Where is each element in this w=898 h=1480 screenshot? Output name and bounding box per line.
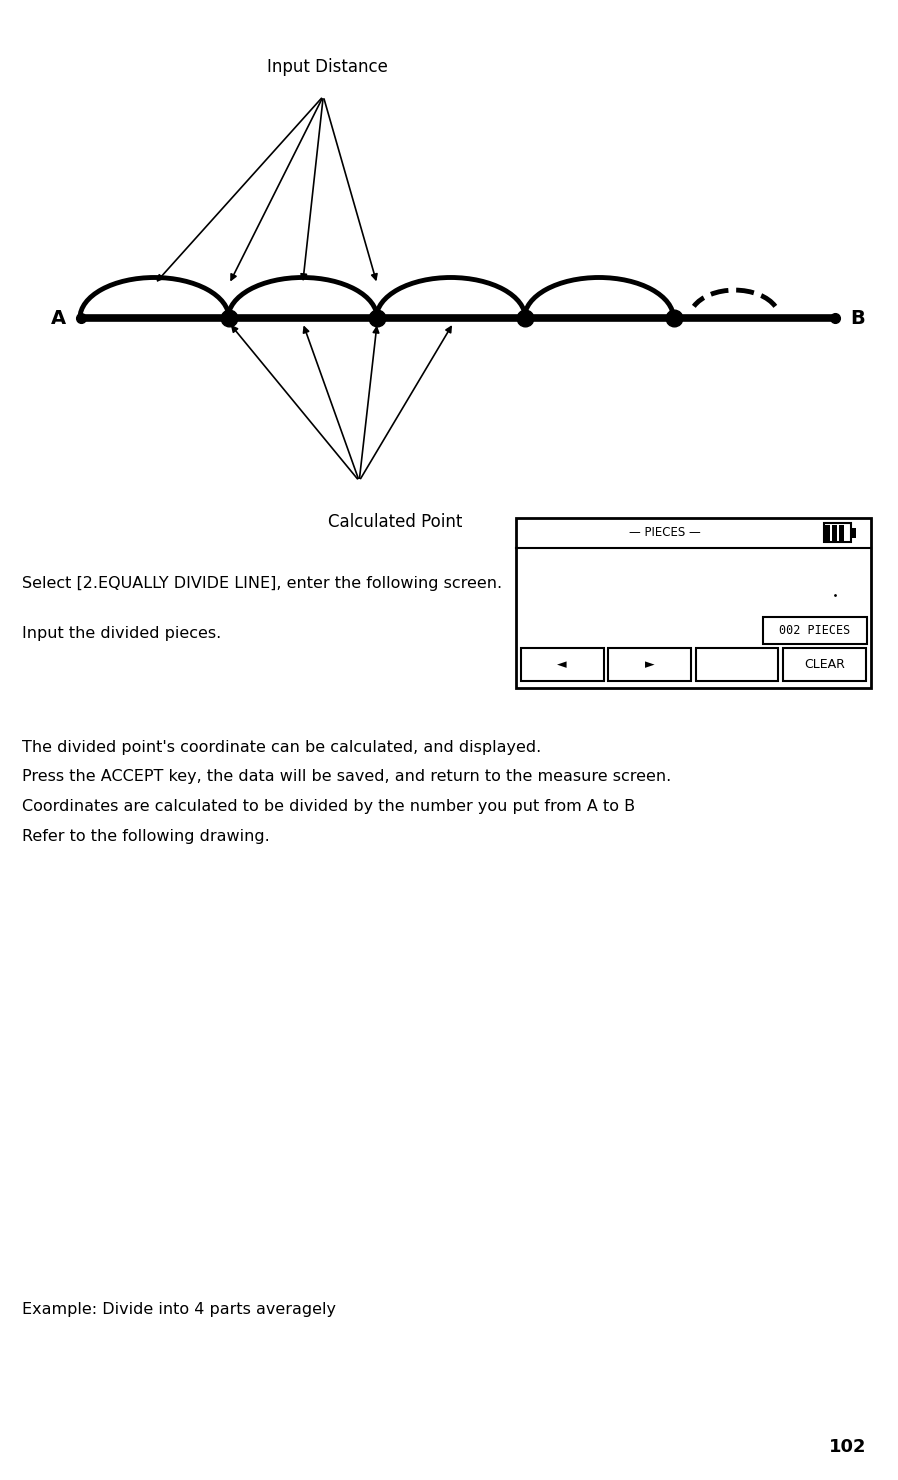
Bar bbox=[851, 528, 856, 537]
Bar bbox=[521, 648, 603, 681]
Bar bbox=[695, 648, 779, 681]
Bar bbox=[832, 524, 837, 540]
Text: Refer to the following drawing.: Refer to the following drawing. bbox=[22, 829, 270, 844]
Text: Select [2.EQUALLY DIVIDE LINE], enter the following screen.: Select [2.EQUALLY DIVIDE LINE], enter th… bbox=[22, 576, 503, 591]
Text: Coordinates are calculated to be divided by the number you put from A to B: Coordinates are calculated to be divided… bbox=[22, 799, 636, 814]
Text: ►: ► bbox=[645, 659, 655, 670]
Text: 102: 102 bbox=[829, 1439, 867, 1456]
Bar bbox=[763, 617, 867, 644]
Bar bbox=[825, 524, 830, 540]
Text: Input the divided pieces.: Input the divided pieces. bbox=[22, 626, 222, 641]
Text: ◄: ◄ bbox=[558, 659, 567, 670]
Text: A: A bbox=[51, 309, 66, 327]
Bar bbox=[516, 518, 871, 688]
Text: The divided point's coordinate can be calculated, and displayed.: The divided point's coordinate can be ca… bbox=[22, 740, 541, 755]
Bar bbox=[824, 522, 851, 542]
Bar bbox=[783, 648, 866, 681]
Text: B: B bbox=[850, 309, 865, 327]
Text: CLEAR: CLEAR bbox=[804, 659, 845, 670]
Text: Example: Divide into 4 parts averagely: Example: Divide into 4 parts averagely bbox=[22, 1302, 337, 1317]
Text: Press the ACCEPT key, the data will be saved, and return to the measure screen.: Press the ACCEPT key, the data will be s… bbox=[22, 770, 672, 784]
Text: 002 PIECES: 002 PIECES bbox=[779, 625, 850, 636]
Bar bbox=[839, 524, 843, 540]
Text: Calculated Point: Calculated Point bbox=[328, 514, 462, 531]
Text: Input Distance: Input Distance bbox=[268, 58, 388, 75]
Bar bbox=[608, 648, 691, 681]
Text: — PIECES —: — PIECES — bbox=[629, 527, 701, 539]
